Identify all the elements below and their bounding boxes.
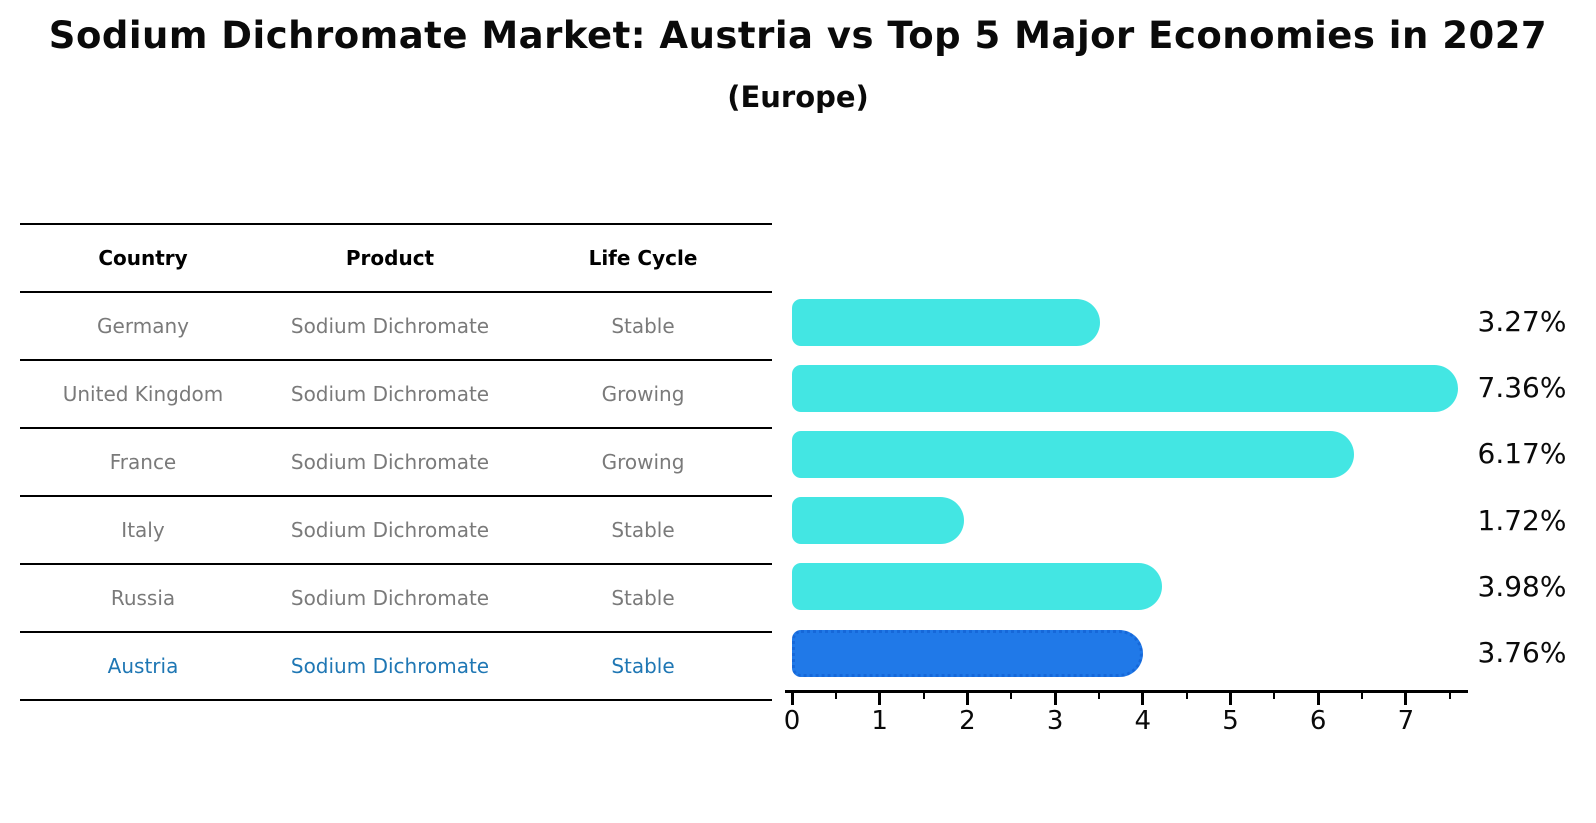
bar-austria xyxy=(792,629,1143,677)
table-header-cell-life-cycle: Life Cycle xyxy=(588,246,698,270)
country-cell: France xyxy=(109,450,177,474)
x-axis-major-tick xyxy=(1141,692,1145,705)
value-label: 6.17% xyxy=(1477,437,1567,471)
table-row: Germany Sodium Dichromate Stable xyxy=(20,293,772,361)
table-row: Italy Sodium Dichromate Stable xyxy=(20,497,772,565)
table-header-cell-product: Product xyxy=(345,246,435,270)
bar-germany xyxy=(792,298,1100,346)
x-axis-tick-label: 5 xyxy=(1222,706,1239,736)
x-axis-line xyxy=(785,690,1468,693)
life-cycle-cell: Growing xyxy=(601,450,685,474)
product-cell: Sodium Dichromate xyxy=(290,314,490,338)
table-header-row: Country Product Life Cycle xyxy=(20,223,772,293)
x-axis-minor-tick xyxy=(1361,692,1364,699)
country-cell: Germany xyxy=(97,314,189,338)
x-axis-minor-tick xyxy=(1185,692,1188,699)
life-cycle-cell: Stable xyxy=(611,586,675,610)
x-axis-major-tick xyxy=(1316,692,1320,705)
country-table: Country Product Life Cycle Germany Sodium Di… xyxy=(20,223,772,701)
product-cell: Sodium Dichromate xyxy=(290,450,490,474)
chart-title: Sodium Dichromate Market: Austria vs Top… xyxy=(48,14,1548,57)
x-axis-tick-label: 2 xyxy=(959,706,976,736)
x-axis-minor-tick xyxy=(1097,692,1100,699)
table-row: Russia Sodium Dichromate Stable xyxy=(20,565,772,633)
x-axis-tick-label: 7 xyxy=(1397,706,1415,736)
life-cycle-cell: Growing xyxy=(601,382,685,406)
table-row: Austria Sodium Dichromate Stable xyxy=(20,633,772,701)
table-header-cell-country: Country xyxy=(98,246,188,270)
x-axis-tick-label: 1 xyxy=(871,706,888,736)
country-cell: United Kingdom xyxy=(62,382,224,406)
x-axis-tick-label: 6 xyxy=(1309,706,1327,736)
life-cycle-cell: Stable xyxy=(611,654,675,678)
x-axis-minor-tick xyxy=(834,692,837,699)
product-cell: Sodium Dichromate xyxy=(290,518,490,542)
life-cycle-cell: Stable xyxy=(611,314,675,338)
value-label: 1.72% xyxy=(1477,503,1567,537)
x-axis-major-tick xyxy=(965,692,969,705)
table-row: France Sodium Dichromate Growing xyxy=(20,429,772,497)
value-label: 3.27% xyxy=(1477,305,1567,338)
x-axis-major-tick xyxy=(1229,692,1232,705)
table-row: United Kingdom Sodium Dichromate Growing xyxy=(20,361,772,429)
x-axis-major-tick xyxy=(1053,692,1057,705)
bar-russia xyxy=(792,563,1163,611)
value-label: 3.76% xyxy=(1477,636,1567,669)
x-axis-tick-label: 4 xyxy=(1134,706,1152,736)
product-cell: Sodium Dichromate xyxy=(290,382,490,406)
value-label: 3.98% xyxy=(1477,569,1567,603)
x-axis-major-tick xyxy=(878,692,882,705)
value-label: 7.36% xyxy=(1477,371,1567,405)
x-axis-tick-label: 3 xyxy=(1046,706,1064,736)
bar-italy xyxy=(792,497,964,545)
life-cycle-cell: Stable xyxy=(611,518,675,542)
x-axis-minor-tick xyxy=(1273,692,1276,699)
bar-united-kingdom xyxy=(792,364,1459,412)
x-axis-major-tick xyxy=(1404,692,1408,705)
x-axis-minor-tick xyxy=(1010,692,1013,699)
product-cell: Sodium Dichromate xyxy=(290,586,490,610)
x-axis-tick-label: 0 xyxy=(783,706,801,736)
x-axis-minor-tick xyxy=(922,692,925,699)
bar-france xyxy=(792,430,1355,478)
country-cell: Italy xyxy=(121,518,165,542)
chart-subtitle: (Europe) xyxy=(727,80,869,114)
product-cell: Sodium Dichromate xyxy=(290,654,490,678)
x-axis-major-tick xyxy=(790,692,794,705)
country-cell: Austria xyxy=(107,654,179,678)
x-axis-minor-tick xyxy=(1448,692,1451,699)
country-cell: Russia xyxy=(110,586,176,610)
